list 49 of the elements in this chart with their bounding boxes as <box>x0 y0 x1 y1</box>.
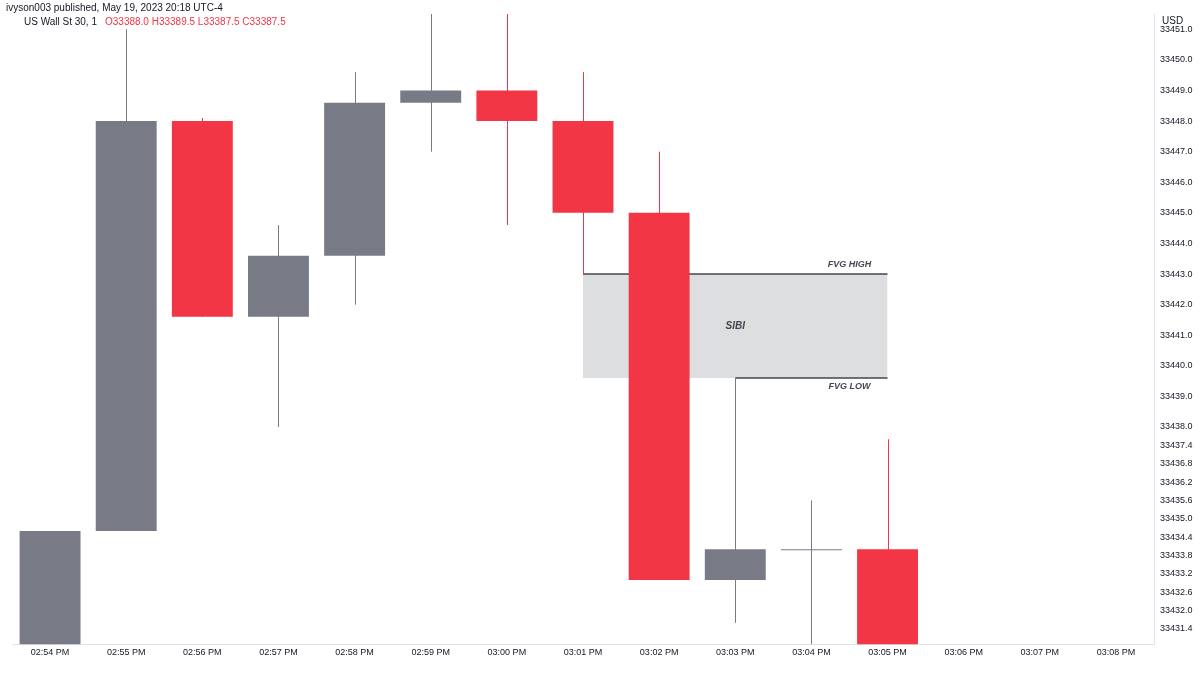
y-tick-label: 33435.0 <box>1160 513 1193 524</box>
candlestick <box>400 13 462 153</box>
y-tick-label: 33433.8 <box>1160 549 1193 560</box>
x-tick-label: 02:55 PM <box>106 647 146 658</box>
y-tick-label: 33433.2 <box>1160 568 1193 579</box>
y-tick-label: 33447.0 <box>1160 146 1193 157</box>
x-tick-label: 03:02 PM <box>639 647 679 658</box>
y-tick-label: 33446.0 <box>1160 176 1193 187</box>
y-tick-label: 33437.4 <box>1160 439 1193 450</box>
y-tick-label: 33449.0 <box>1160 84 1193 95</box>
y-tick-label: 33441.0 <box>1160 329 1193 340</box>
y-tick-label: 33434.4 <box>1160 531 1193 542</box>
y-tick-label: 33435.6 <box>1160 494 1193 505</box>
y-tick-label: 33450.0 <box>1160 54 1193 65</box>
x-tick-label: 03:06 PM <box>944 647 983 658</box>
y-tick-label: 33442.0 <box>1160 299 1193 310</box>
x-tick-label: 03:00 PM <box>487 647 527 658</box>
y-tick-label: 33438.0 <box>1160 421 1193 432</box>
x-tick-label: 03:08 PM <box>1096 647 1136 658</box>
x-tick-label: 02:58 PM <box>335 647 374 658</box>
x-tick-label: 02:56 PM <box>183 647 222 658</box>
chart-subtitle: O33388.0 H33389.5 L33387.5 C33387.5 <box>104 15 287 27</box>
y-tick-label: 33445.0 <box>1160 207 1193 218</box>
x-tick-label: 03:05 PM <box>868 647 907 658</box>
x-tick-label: 03:03 PM <box>716 647 755 658</box>
y-tick-label: 33432.0 <box>1160 605 1193 616</box>
y-tick-label: 33448.0 <box>1160 115 1193 126</box>
y-tick-label: 33444.0 <box>1160 237 1193 248</box>
y-tick-label: 33451.0 <box>1160 23 1193 34</box>
x-tick-label: 03:01 PM <box>563 647 603 658</box>
x-tick-label: 02:59 PM <box>411 647 450 658</box>
chart-title: US Wall St 30, 1 <box>24 15 98 27</box>
candlestick <box>780 499 842 645</box>
y-tick-label: 33431.4 <box>1160 623 1193 634</box>
y-tick-label: 33440.0 <box>1160 360 1193 371</box>
y-tick-label: 33443.0 <box>1160 268 1193 279</box>
y-tick-label: 33436.2 <box>1160 476 1193 487</box>
x-tick-label: 02:54 PM <box>30 647 70 658</box>
y-tick-label: 33432.6 <box>1160 586 1193 597</box>
y-tick-label: 33439.0 <box>1160 390 1193 401</box>
y-tick-label: 33436.8 <box>1160 458 1193 469</box>
x-tick-label: 03:07 PM <box>1020 647 1060 658</box>
annotation: SIBI <box>725 319 746 331</box>
y-axis-title: USD <box>1162 14 1184 26</box>
x-tick-label: 02:57 PM <box>259 647 298 658</box>
text: ivyson003 published, May 19, 2023 20:18 UTC-4 <box>6 1 224 13</box>
series-label: FVG HIGH <box>827 258 872 269</box>
x-tick-label: 03:04 PM <box>792 647 831 658</box>
series-label: FVG LOW <box>828 380 872 391</box>
